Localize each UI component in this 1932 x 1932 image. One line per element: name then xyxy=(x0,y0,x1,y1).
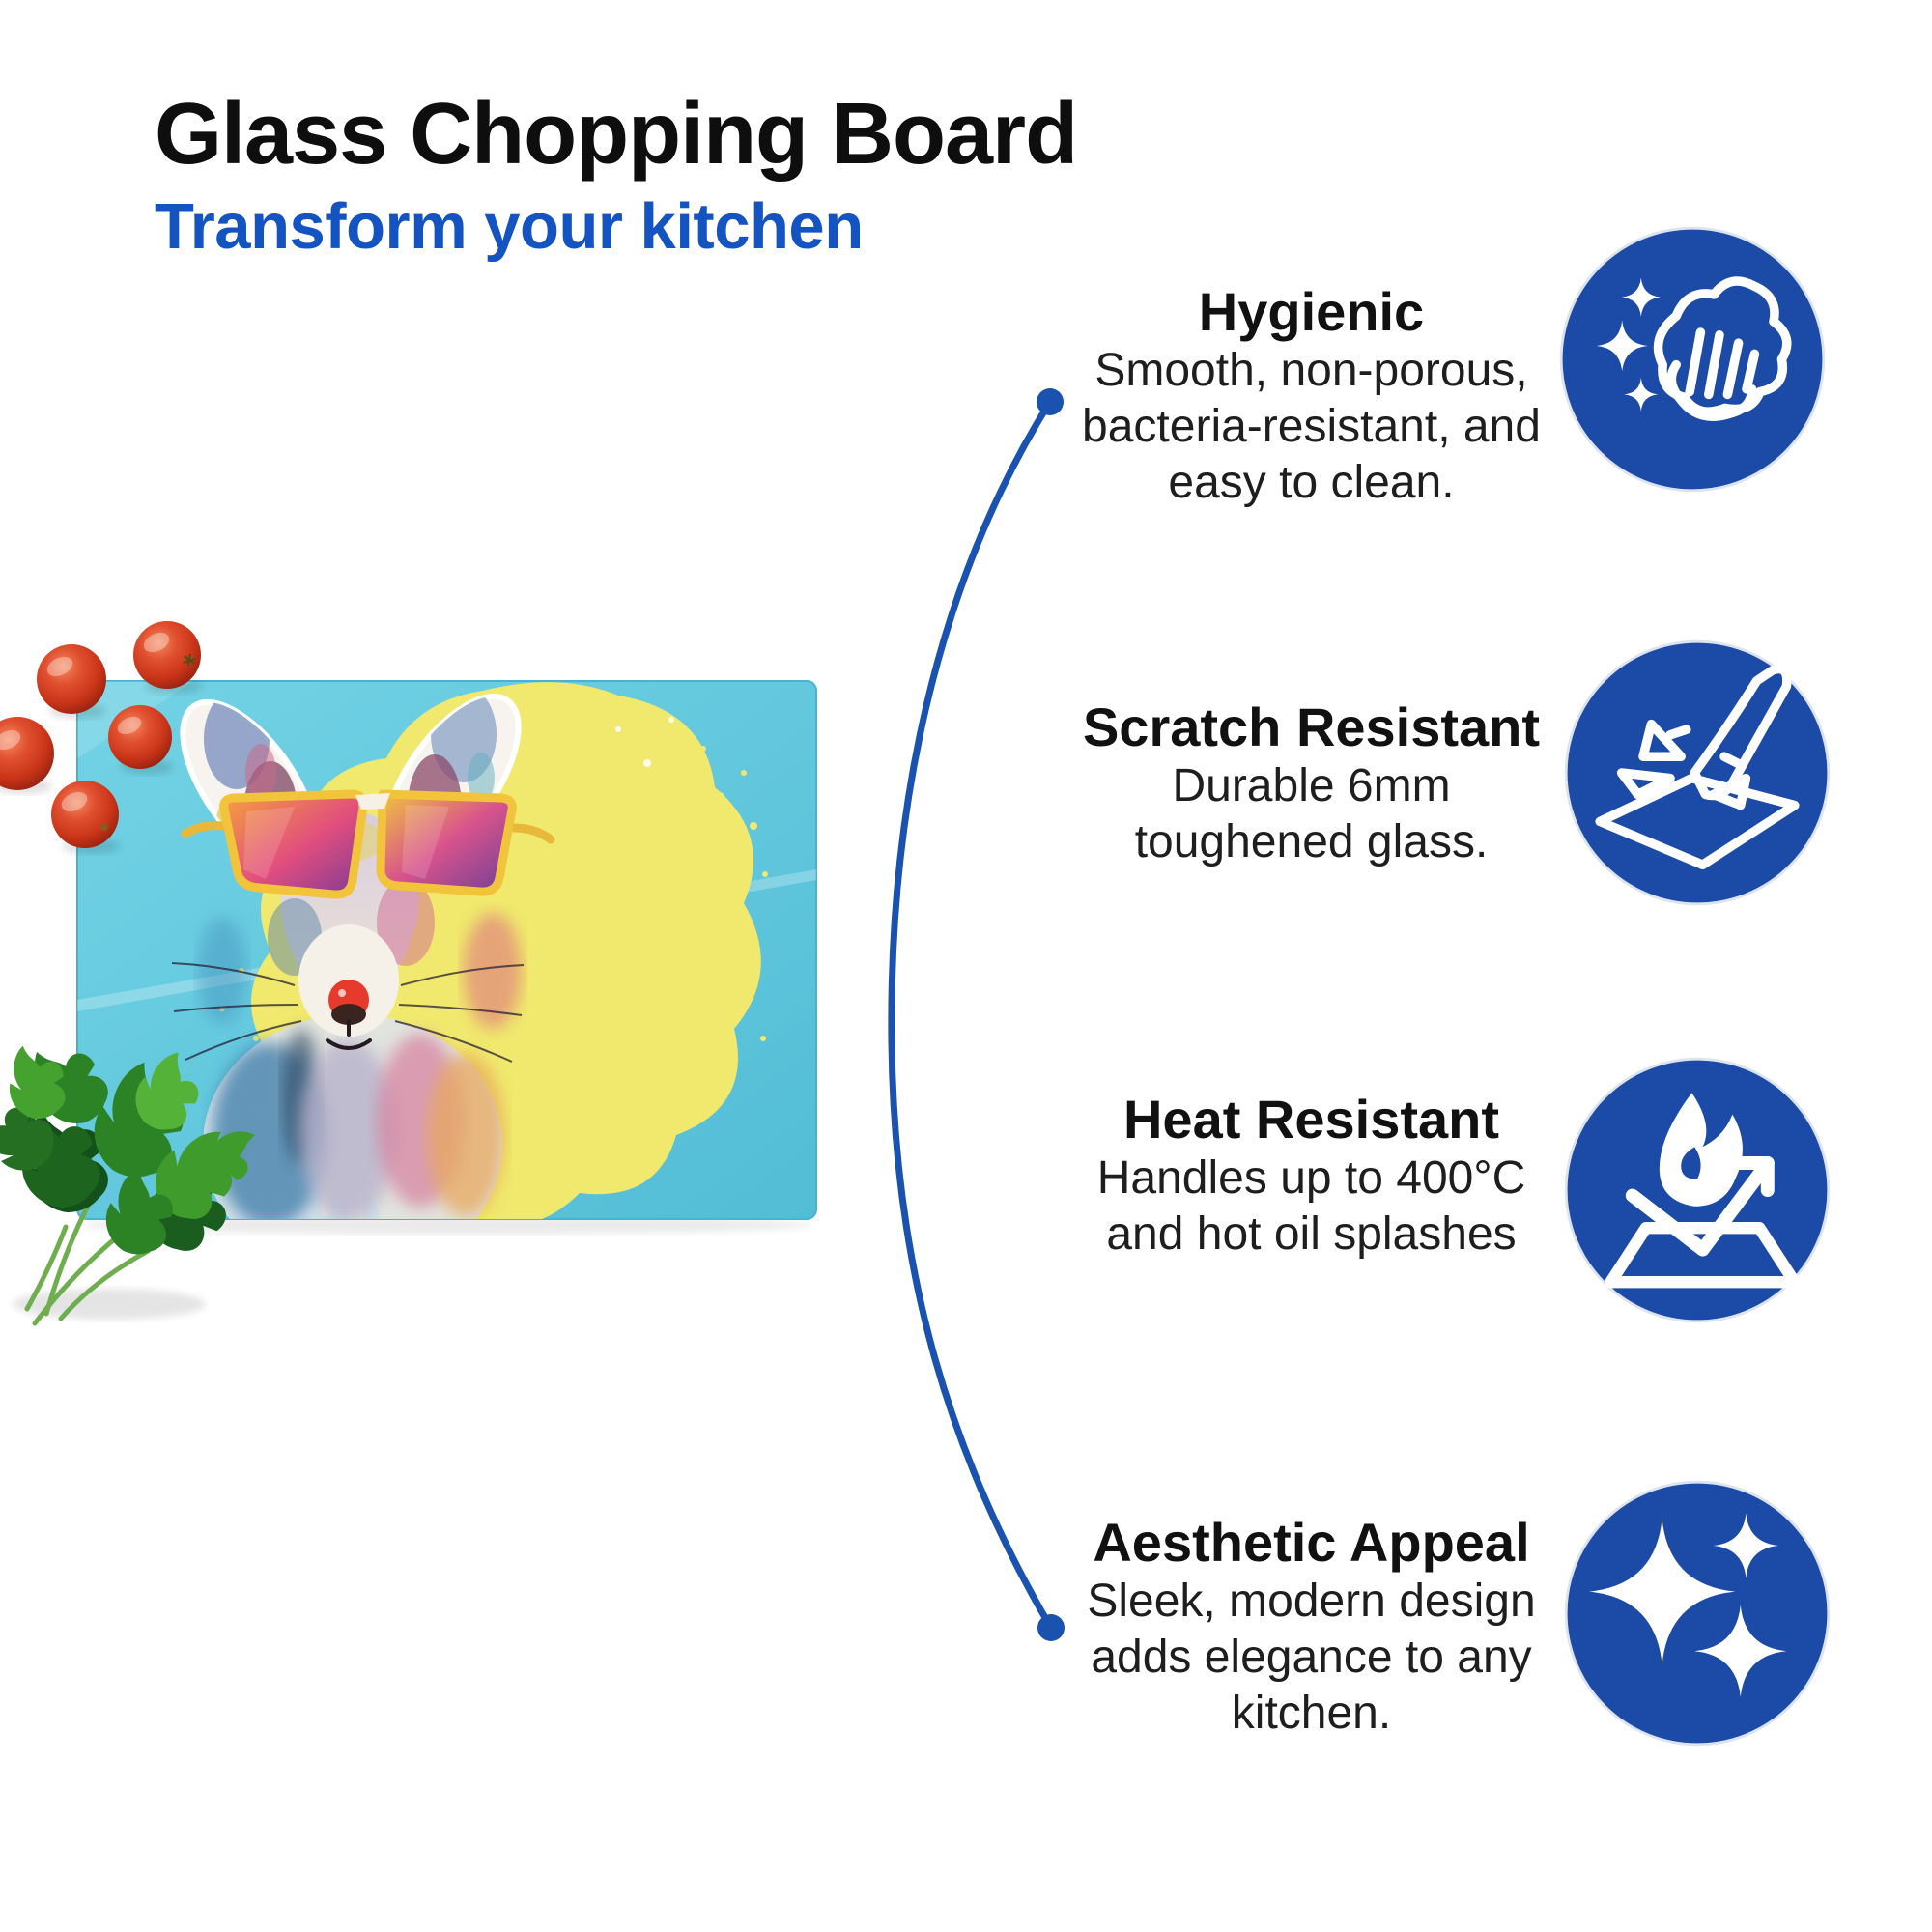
tomato xyxy=(133,621,201,689)
feature-aesthetic-appeal: Aesthetic Appeal Sleek, modern design ad… xyxy=(1024,1512,1599,1742)
sunglasses xyxy=(181,789,555,899)
feature-description-line: easy to clean. xyxy=(1168,457,1455,508)
feature-heat-resistant: Heat Resistant Handles up to 400°C and h… xyxy=(1024,1089,1599,1263)
paint-splash xyxy=(219,682,768,1219)
feature-description-line: kitchen. xyxy=(1231,1688,1392,1739)
header: Glass Chopping Board Transform your kitc… xyxy=(155,89,1217,259)
feature-description-line: and hot oil splashes xyxy=(1106,1208,1517,1260)
kangaroo-artwork xyxy=(171,686,555,1219)
parsley-garnish xyxy=(0,1028,270,1326)
kangaroo-nose xyxy=(326,980,372,1050)
feature-hygienic: Hygienic Smooth, non-porous, bacteria-re… xyxy=(1024,281,1599,511)
feature-description-line: toughened glass. xyxy=(1134,816,1489,867)
feature-title: Heat Resistant xyxy=(1122,1089,1500,1150)
feature-description-line: adds elegance to any xyxy=(1091,1632,1532,1683)
flame-heat-icon xyxy=(1562,1055,1833,1325)
whiskers xyxy=(171,962,525,1063)
kangaroo-muzzle xyxy=(298,924,399,1037)
product-image xyxy=(0,621,817,1326)
page-title: Glass Chopping Board xyxy=(155,86,1078,183)
kangaroo-chest xyxy=(203,1014,504,1219)
clean-wipe-hand-icon xyxy=(1557,224,1828,495)
kangaroo-head xyxy=(280,810,419,1020)
knife-scratch-icon xyxy=(1562,638,1833,908)
feature-description-line: Smooth, non-porous, xyxy=(1094,345,1528,396)
feature-description-line: Sleek, modern design xyxy=(1087,1576,1536,1627)
chopping-board xyxy=(76,680,817,1220)
tomato xyxy=(51,781,119,848)
feature-description-line: bacteria-resistant, and xyxy=(1082,401,1541,452)
kangaroo-left-ear xyxy=(180,689,319,872)
cherry-tomatoes xyxy=(0,621,203,854)
board-shadow xyxy=(79,1215,813,1235)
feature-scratch-resistant: Scratch Resistant Durable 6mm toughened … xyxy=(1024,696,1599,870)
kangaroo-right-ear xyxy=(383,686,522,867)
tomato xyxy=(37,644,106,714)
feature-title: Aesthetic Appeal xyxy=(1093,1512,1530,1573)
page-subtitle: Transform your kitchen xyxy=(155,189,864,263)
feature-description-line: Durable 6mm xyxy=(1172,760,1451,811)
feature-description-line: Handles up to 400°C xyxy=(1096,1152,1526,1204)
tomato xyxy=(108,705,172,769)
sparkles-icon xyxy=(1562,1478,1833,1748)
feature-title: Scratch Resistant xyxy=(1082,696,1541,757)
tomato xyxy=(0,717,54,790)
feature-title: Hygienic xyxy=(1198,281,1425,342)
board-artwork xyxy=(77,681,816,1219)
